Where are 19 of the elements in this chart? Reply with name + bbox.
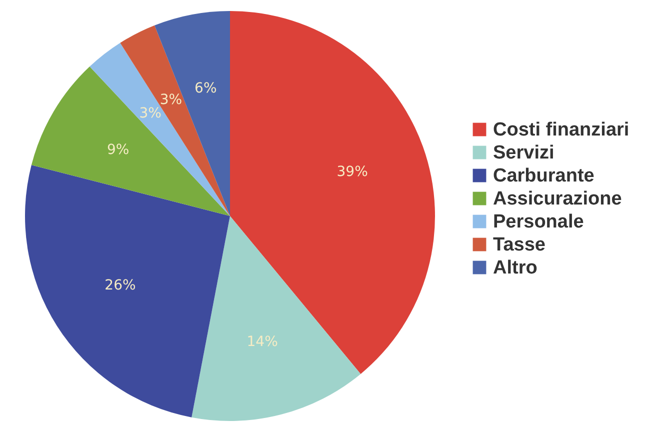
legend-label: Carburante: [493, 166, 594, 186]
legend-label: Servizi: [493, 142, 554, 164]
data-label: 39%: [336, 164, 368, 180]
legend-label: Altro: [493, 258, 538, 278]
data-label: 14%: [246, 334, 278, 350]
legend-label: Assicurazione: [493, 188, 622, 210]
data-label: 6%: [194, 80, 217, 96]
pie-slice: [230, 11, 435, 374]
data-label: 3%: [139, 105, 162, 122]
data-label: 3%: [160, 92, 182, 108]
legend-label: Tasse: [493, 234, 546, 256]
pie-slice: [90, 42, 230, 216]
data-label: 26%: [104, 278, 136, 294]
legend-label: Costi finanziari: [493, 120, 630, 140]
legend-label: Personale: [493, 212, 584, 232]
data-label: 9%: [106, 142, 130, 158]
pie-slice: [31, 66, 230, 216]
pie-slice: [25, 165, 230, 418]
pie-slice: [192, 216, 361, 421]
